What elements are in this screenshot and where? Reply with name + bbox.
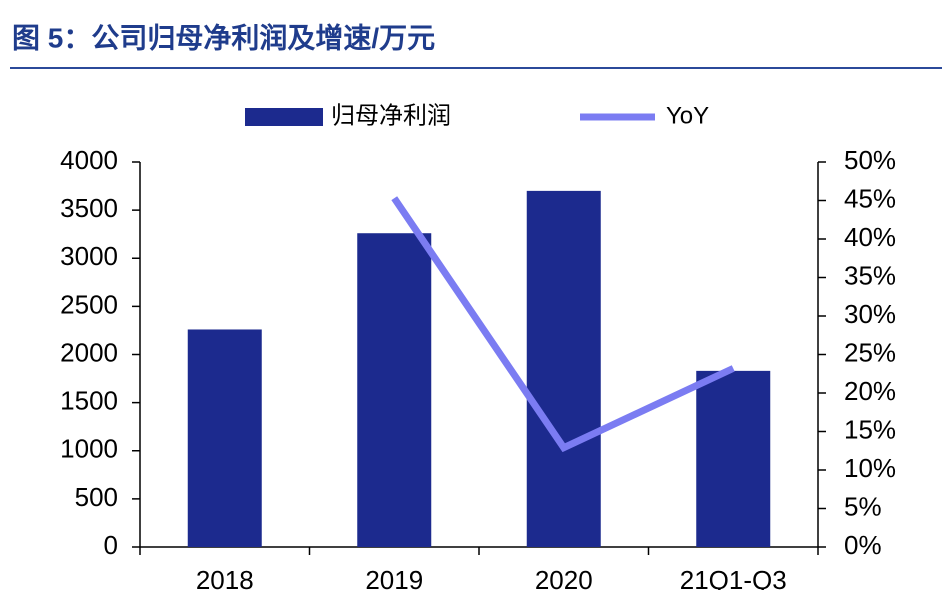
legend-swatch [245,108,323,126]
x-tick-label: 2018 [196,565,254,590]
legend-label: 归母净利润 [331,102,451,129]
y2-tick-label: 5% [844,491,882,521]
y-tick-label: 1000 [60,434,118,464]
y2-tick-label: 35% [844,260,896,290]
y2-tick-label: 20% [844,376,896,406]
x-tick-label: 2020 [535,565,593,590]
bar [526,190,601,547]
y2-tick-label: 30% [844,299,896,329]
y-tick-label: 500 [75,482,118,512]
y-tick-label: 2500 [60,289,118,319]
y-tick-label: 3000 [60,241,118,271]
y-tick-label: 3500 [60,193,118,223]
legend-label: YoY [666,102,709,129]
y2-tick-label: 40% [844,222,896,252]
y-tick-label: 0 [104,530,118,560]
y2-tick-label: 50% [844,145,896,175]
y2-tick-label: 15% [844,414,896,444]
x-tick-label: 21Q1-Q3 [680,565,787,590]
bar [187,329,262,547]
y-tick-label: 1500 [60,386,118,416]
bar [696,370,771,547]
y2-tick-label: 45% [844,183,896,213]
chart-title: 图 5：公司归母净利润及增速/万元 [12,21,435,53]
x-tick-label: 2019 [365,565,423,590]
y-tick-label: 2000 [60,337,118,367]
y2-tick-label: 25% [844,337,896,367]
y2-tick-label: 10% [844,453,896,483]
bar [357,233,432,547]
y-tick-label: 4000 [60,145,118,175]
y2-tick-label: 0% [844,530,882,560]
line [391,196,735,453]
